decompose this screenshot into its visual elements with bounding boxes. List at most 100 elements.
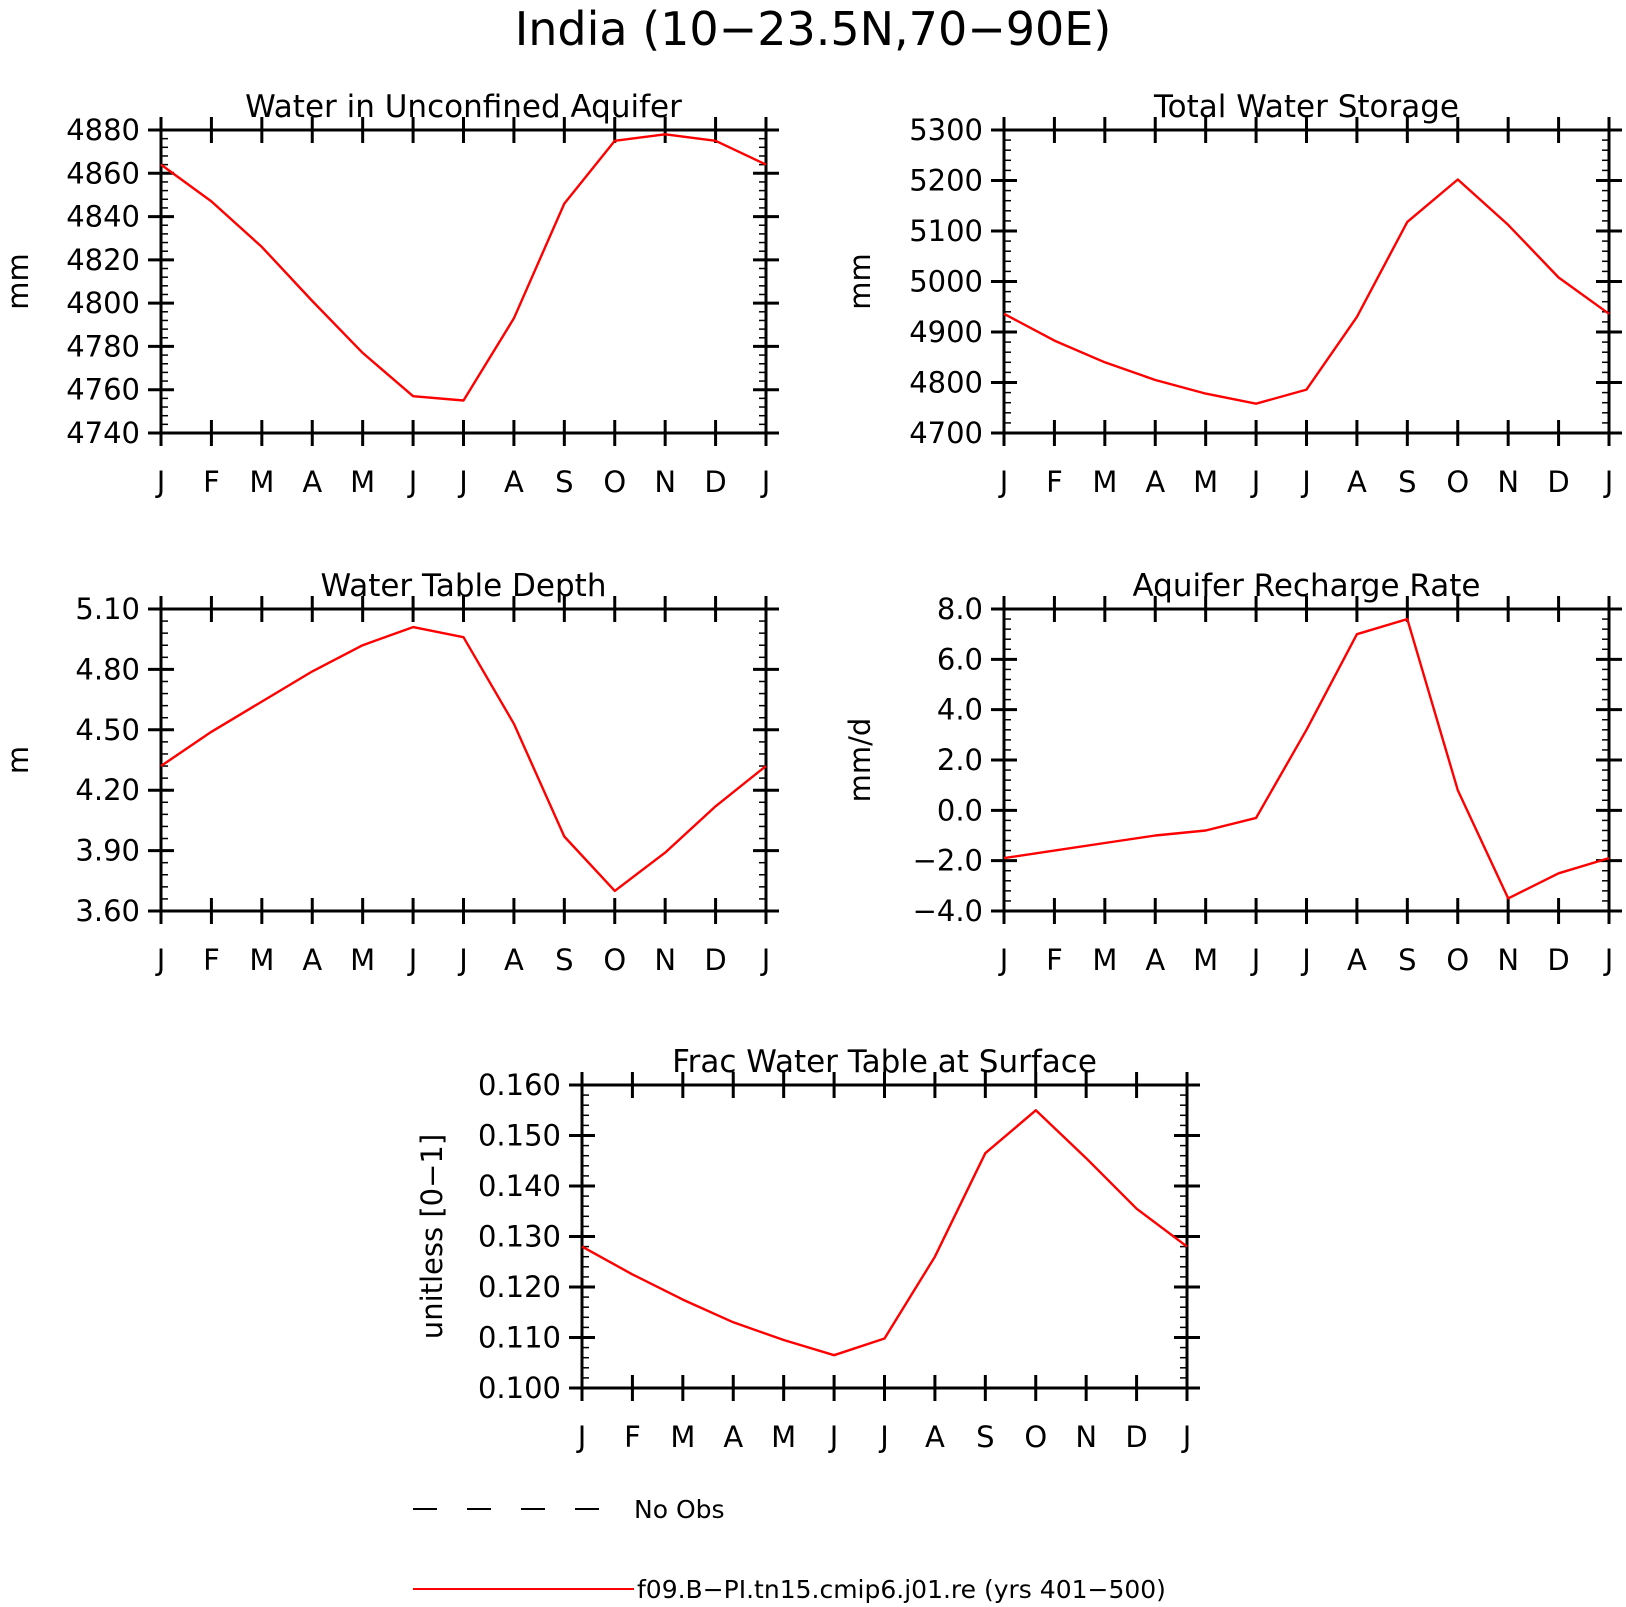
x-tick-label: F — [203, 943, 220, 977]
x-tick-label: J — [760, 943, 771, 977]
y-tick-label: 5000 — [909, 265, 983, 299]
y-tick-label: 4760 — [66, 373, 140, 407]
x-tick-label: J — [155, 943, 166, 977]
x-tick-label: F — [203, 465, 220, 499]
x-tick-label: M — [350, 465, 375, 499]
x-tick-label: J — [407, 943, 418, 977]
y-tick-label: 4.50 — [75, 713, 140, 747]
x-tick-label: J — [1250, 943, 1261, 977]
x-tick-label: A — [1347, 943, 1367, 977]
figure-title: India (10−23.5N,70−90E) — [515, 2, 1112, 56]
chart-panel: Water in Unconfined Aquifermm47404760478… — [1, 89, 779, 499]
chart-panel: Water Table Depthm3.603.904.204.504.805.… — [1, 568, 779, 977]
y-tick-label: 0.120 — [478, 1270, 561, 1304]
x-tick-label: O — [1446, 465, 1469, 499]
x-tick-label: J — [576, 1420, 587, 1454]
y-tick-label: 5200 — [909, 164, 983, 198]
y-tick-label: 5300 — [909, 113, 983, 147]
x-tick-label: M — [350, 943, 375, 977]
y-tick-label: 0.100 — [478, 1371, 561, 1405]
y-tick-label: 4780 — [66, 329, 140, 363]
y-tick-label: 4700 — [909, 416, 983, 450]
y-tick-label: 0.0 — [937, 793, 983, 827]
legend: No Obs f09.B−PI.tn15.cmip6.j01.re (yrs 4… — [413, 1495, 1166, 1604]
y-tick-label: −2.0 — [913, 844, 983, 878]
y-tick-label: 4800 — [66, 286, 140, 320]
y-tick-label: 4860 — [66, 156, 140, 190]
x-tick-label: S — [976, 1420, 994, 1454]
y-axis-label: mm — [1, 253, 35, 310]
x-tick-label: J — [155, 465, 166, 499]
y-tick-label: 6.0 — [937, 642, 983, 676]
x-tick-label: N — [1497, 943, 1519, 977]
plot-frame — [159, 607, 768, 913]
y-axis-label: mm — [843, 253, 877, 310]
y-tick-label: 4880 — [66, 113, 140, 147]
x-tick-label: S — [555, 943, 573, 977]
y-tick-label: 2.0 — [937, 743, 983, 777]
chart-panels: Water in Unconfined Aquifermm47404760478… — [1, 89, 1622, 1454]
y-tick-label: 4900 — [909, 315, 983, 349]
y-tick-label: 0.140 — [478, 1169, 561, 1203]
x-tick-label: N — [1075, 1420, 1097, 1454]
y-tick-label: 5100 — [909, 214, 983, 248]
series-line — [581, 1109, 1188, 1357]
x-tick-label: O — [1024, 1420, 1047, 1454]
x-tick-label: F — [1046, 465, 1063, 499]
x-tick-label: D — [704, 943, 726, 977]
y-tick-label: 0.150 — [478, 1119, 561, 1153]
y-tick-label: 4840 — [66, 200, 140, 234]
x-tick-label: J — [760, 465, 771, 499]
y-tick-label: 0.160 — [478, 1068, 561, 1102]
y-tick-label: 4.20 — [75, 773, 140, 807]
legend-model-label: f09.B−PI.tn15.cmip6.j01.re (yrs 401−500) — [637, 1575, 1166, 1604]
y-tick-label: 4.80 — [75, 652, 140, 686]
y-tick-label: 4820 — [66, 243, 140, 277]
x-tick-label: S — [1398, 465, 1416, 499]
x-tick-label: J — [1300, 465, 1311, 499]
series-line — [1003, 617, 1610, 900]
series-line — [1003, 178, 1610, 405]
chart-panel: Aquifer Recharge Ratemm/d−4.0−2.00.02.04… — [843, 568, 1622, 977]
x-tick-label: M — [1092, 943, 1117, 977]
x-tick-label: A — [1145, 943, 1165, 977]
x-tick-label: A — [723, 1420, 743, 1454]
y-axis-label: m — [1, 746, 35, 774]
x-tick-label: O — [1446, 943, 1469, 977]
x-tick-label: D — [704, 465, 726, 499]
y-tick-label: 4.0 — [937, 693, 983, 727]
x-tick-label: A — [1347, 465, 1367, 499]
x-tick-label: J — [1603, 943, 1614, 977]
x-tick-label: A — [1145, 465, 1165, 499]
x-tick-label: D — [1547, 465, 1569, 499]
x-tick-label: O — [603, 465, 626, 499]
x-tick-label: J — [1250, 465, 1261, 499]
x-tick-label: M — [249, 943, 274, 977]
y-tick-label: 3.90 — [75, 834, 140, 868]
x-tick-label: S — [555, 465, 573, 499]
y-axis-label: mm/d — [843, 718, 877, 803]
x-tick-label: N — [654, 465, 676, 499]
y-tick-label: 4740 — [66, 416, 140, 450]
y-tick-label: −4.0 — [913, 894, 983, 928]
x-tick-label: A — [504, 465, 524, 499]
x-tick-label: A — [302, 943, 322, 977]
x-tick-label: M — [1193, 943, 1218, 977]
x-tick-label: A — [504, 943, 524, 977]
x-tick-label: J — [1300, 943, 1311, 977]
y-axis-label: unitless [0−1] — [415, 1134, 449, 1339]
plot-frame — [1002, 607, 1611, 913]
x-tick-label: J — [828, 1420, 839, 1454]
x-tick-label: J — [998, 465, 1009, 499]
y-tick-label: 0.130 — [478, 1220, 561, 1254]
x-tick-label: O — [603, 943, 626, 977]
x-tick-label: J — [998, 943, 1009, 977]
series-line — [160, 625, 767, 893]
plot-frame — [159, 128, 768, 435]
legend-no-obs-label: No Obs — [634, 1495, 725, 1524]
x-tick-label: M — [771, 1420, 796, 1454]
x-tick-label: N — [654, 943, 676, 977]
x-tick-label: J — [1181, 1420, 1192, 1454]
